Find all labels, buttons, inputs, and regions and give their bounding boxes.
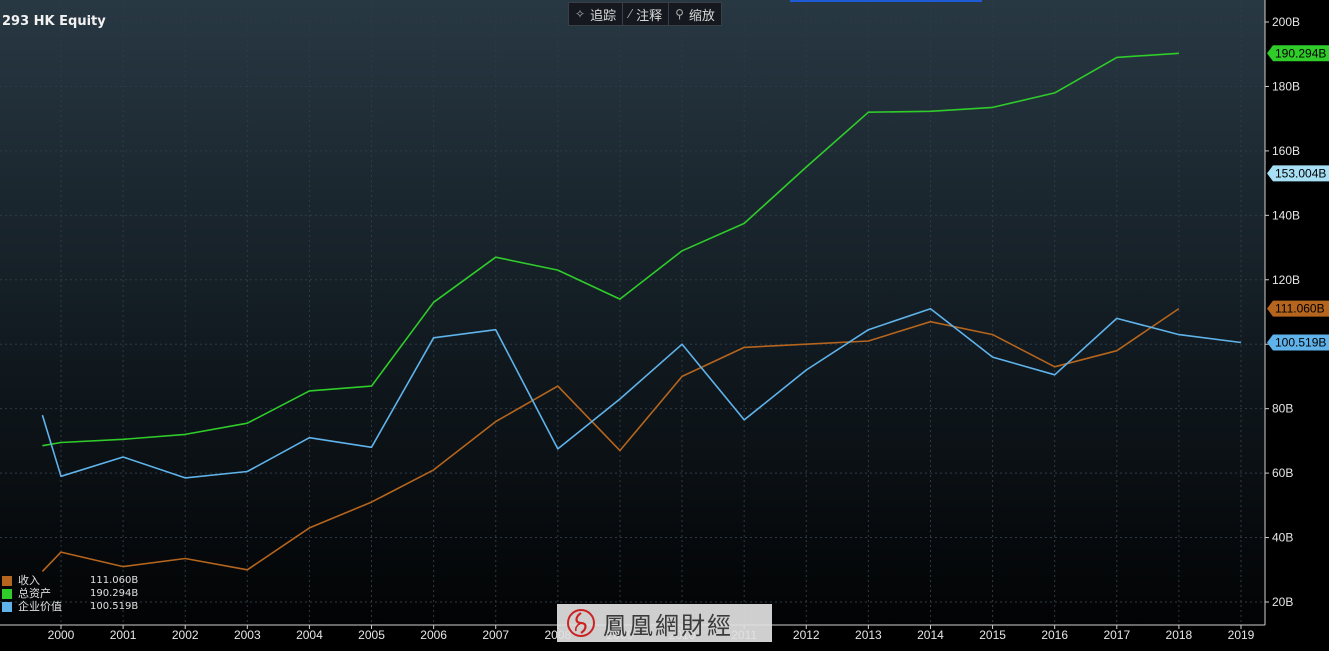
track-label: 追踪 xyxy=(590,8,617,24)
legend-swatch xyxy=(2,588,12,599)
legend-swatch xyxy=(2,575,12,586)
x-tick-label: 2004 xyxy=(296,628,323,642)
value-labels: 111.060B 190.294B 100.519B 153.004B xyxy=(1267,45,1329,351)
x-tick-label: 2001 xyxy=(110,628,137,642)
x-tick-label: 2016 xyxy=(1041,628,1068,642)
y-tick-label: 140B xyxy=(1272,208,1300,222)
x-tick-label: 2019 xyxy=(1228,628,1255,642)
legend-label: 总资产 xyxy=(18,587,51,600)
y-tick-label: 60B xyxy=(1272,466,1293,480)
x-tick-label: 2007 xyxy=(482,628,509,642)
zoom-button[interactable]: ⚲ 缩放 xyxy=(669,3,721,25)
legend-item-revenue[interactable]: 收入 111.060B xyxy=(2,574,138,587)
x-tick-label: 2003 xyxy=(234,628,261,642)
top-accent-bar xyxy=(790,0,982,2)
y-tick-label: 200B xyxy=(1272,15,1300,29)
x-tick-label: 2014 xyxy=(917,628,944,642)
annotate-button[interactable]: ⁄ 注释 xyxy=(623,3,670,25)
x-tick-label: 2018 xyxy=(1166,628,1193,642)
revenue-line xyxy=(41,307,1180,572)
legend: 收入 111.060B 总资产 190.294B 企业价值 100.519B xyxy=(2,574,138,613)
watermark: 鳳凰網財經 xyxy=(557,604,772,642)
total-assets-line xyxy=(42,52,1179,447)
plot-background xyxy=(0,0,1265,625)
y-tick-label: 180B xyxy=(1272,79,1300,93)
value-flag-bg xyxy=(1267,165,1329,182)
x-tick-label: 2000 xyxy=(48,628,75,642)
legend-value: 100.519B xyxy=(90,601,139,612)
value-flag-bg xyxy=(1267,334,1329,351)
x-tick-label: 2017 xyxy=(1103,628,1130,642)
x-tick-label: 2006 xyxy=(420,628,447,642)
x-tick-label: 2012 xyxy=(793,628,820,642)
value-flag-bg xyxy=(1267,300,1329,317)
x-tick-label: 2015 xyxy=(979,628,1006,642)
value-flag-total-assets: 190.294B xyxy=(1267,45,1329,62)
value-flag-text: 153.004B xyxy=(1275,166,1326,180)
y-tick-label: 80B xyxy=(1272,402,1293,416)
y-tick-label: 20B xyxy=(1272,595,1293,609)
value-flag-text: 111.060B xyxy=(1275,302,1325,316)
value-flag-revenue: 111.060B xyxy=(1267,300,1329,317)
chart-toolbar: ✧ 追踪 ⁄ 注释 ⚲ 缩放 xyxy=(568,2,722,26)
watermark-text: 鳳凰網財經 xyxy=(603,611,733,640)
y-tick-label: 160B xyxy=(1272,144,1300,158)
legend-swatch xyxy=(2,601,12,612)
pencil-icon: ⁄ xyxy=(629,7,632,21)
zoom-label: 缩放 xyxy=(688,8,715,24)
value-flag-text: 190.294B xyxy=(1275,46,1326,60)
x-tick-label: 2013 xyxy=(855,628,882,642)
series xyxy=(41,52,1242,572)
annotate-label: 注释 xyxy=(636,8,663,24)
phoenix-logo-icon xyxy=(567,609,595,637)
magnifier-icon: ⚲ xyxy=(675,7,684,21)
legend-label: 企业价值 xyxy=(18,600,62,613)
legend-value: 190.294B xyxy=(90,588,139,599)
legend-item-enterprise-value[interactable]: 企业价值 100.519B xyxy=(2,600,138,613)
x-tick-label: 2005 xyxy=(358,628,385,642)
grid xyxy=(0,0,1265,625)
enterprise-value-line xyxy=(41,307,1242,479)
y-tick-label: 40B xyxy=(1272,531,1293,545)
y-tick-label: 120B xyxy=(1272,273,1300,287)
legend-item-total-assets[interactable]: 总资产 190.294B xyxy=(2,587,138,600)
ticker-title: 293 HK Equity xyxy=(2,14,106,29)
crosshair-icon: ✧ xyxy=(575,7,586,21)
legend-label: 收入 xyxy=(18,574,40,587)
track-button[interactable]: ✧ 追踪 xyxy=(569,3,624,25)
legend-value: 111.060B xyxy=(90,575,139,586)
x-tick-label: 2002 xyxy=(172,628,199,642)
value-flag-extra: 153.004B xyxy=(1267,165,1329,182)
value-flag-text: 100.519B xyxy=(1275,336,1326,350)
value-flag-bg xyxy=(1267,45,1329,62)
value-flag-enterprise-value: 100.519B xyxy=(1267,334,1329,351)
